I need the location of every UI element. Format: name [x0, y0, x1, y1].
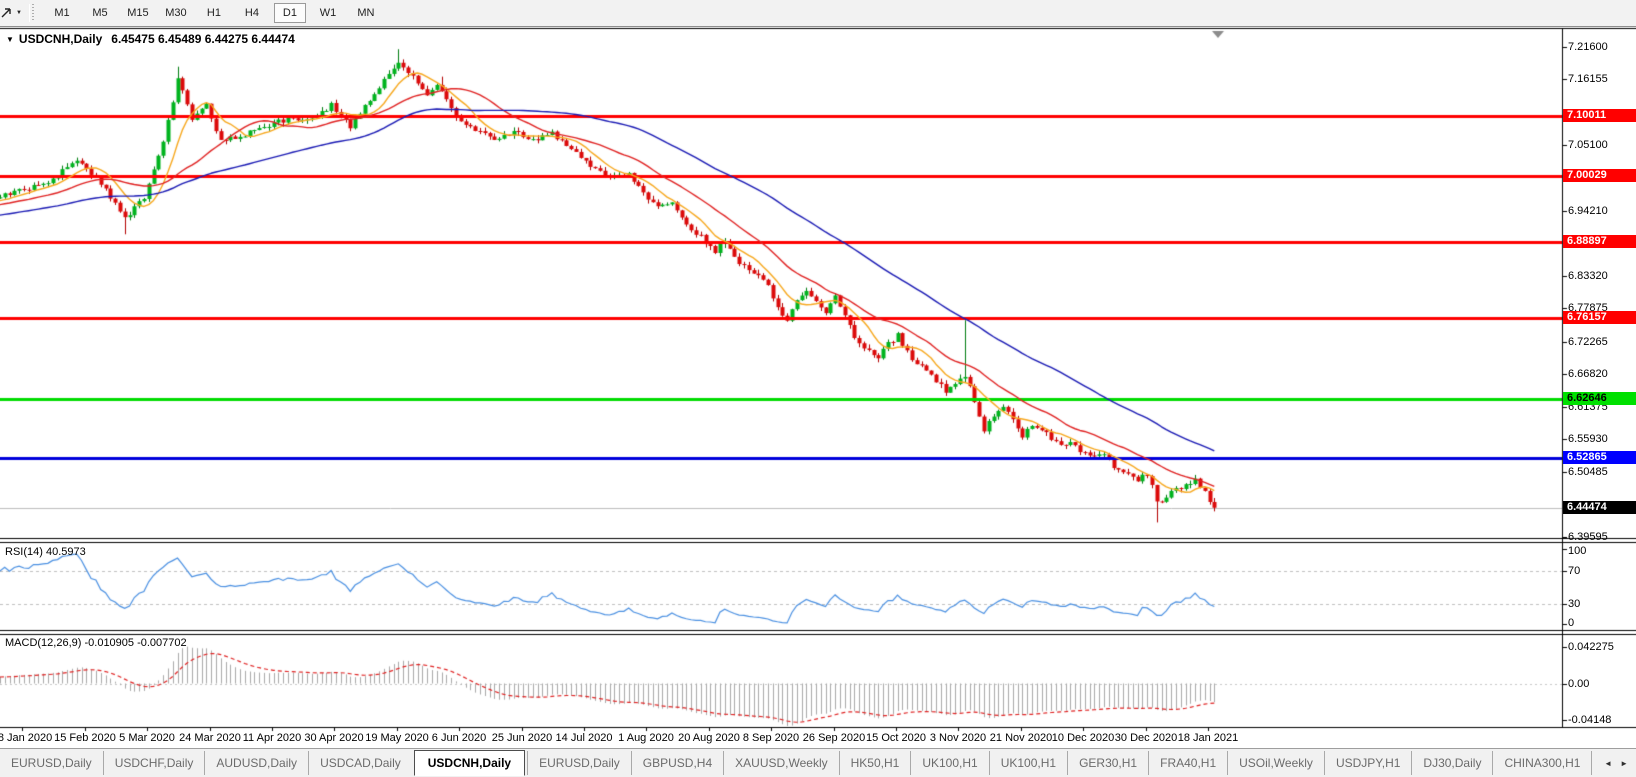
tab-china300-h1[interactable]: CHINA300,H1 [1492, 751, 1591, 775]
date-label-4: 11 Apr 2020 [242, 732, 302, 744]
rsi-axis-0: 0 [1568, 617, 1575, 629]
date-label-18: 30 Dec 2020 [1114, 732, 1178, 744]
timeframe-m15[interactable]: M15 [127, 7, 149, 19]
chart-ohlc-quote: 6.45475 6.45489 6.44275 6.44474 [111, 32, 295, 46]
dropdown-caret-icon: ▼ [16, 10, 22, 16]
date-label-12: 8 Sep 2020 [742, 732, 800, 744]
date-label-17: 10 Dec 2020 [1051, 732, 1115, 744]
tab-usoil-weekly[interactable]: USOil,Weekly [1227, 751, 1324, 775]
timeframe-d1[interactable]: D1 [273, 3, 306, 23]
chart-cursor-tool[interactable]: ▼ [0, 4, 25, 22]
macd-values: -0.010905 -0.007702 [84, 637, 187, 649]
tab-eurusd-daily[interactable]: EURUSD,Daily [11, 756, 92, 770]
date-label-16: 21 Nov 2020 [989, 732, 1053, 744]
price-tick-6.66820: 6.66820 [1568, 368, 1608, 380]
tab-gbpusd-h4[interactable]: GBPUSD,H4 [630, 751, 723, 775]
level-price-tag-6.52865: 6.52865 [1563, 451, 1636, 464]
chart-tabs-bar: EURUSD,Daily USDCHF,Daily AUDUSD,Daily USDC… [0, 748, 1636, 777]
rsi-axis-100: 100 [1568, 545, 1587, 557]
timeframe-w1[interactable]: W1 [319, 7, 337, 19]
level-price-tag-6.76157: 6.76157 [1563, 311, 1636, 324]
date-label-1: 15 Feb 2020 [54, 732, 116, 744]
tab-uk100-h1[interactable]: UK100,H1 [988, 751, 1067, 775]
date-label-19: 18 Jan 2021 [1177, 732, 1239, 744]
macd-label: MACD(12,26,9) -0.010905 -0.007702 [5, 637, 187, 649]
chart-title-caret-icon: ▼ [6, 35, 14, 44]
tab-uk100-h1[interactable]: UK100,H1 [910, 751, 988, 775]
level-price-tag-7.10011: 7.10011 [1563, 109, 1636, 122]
chart-tabs: EURUSD,Daily USDCHF,Daily AUDUSD,Daily USDC… [0, 749, 1596, 777]
level-price-tag-7.00029: 7.00029 [1563, 169, 1636, 182]
date-label-5: 30 Apr 2020 [304, 732, 364, 744]
timeframe-m30[interactable]: M30 [165, 7, 187, 19]
tab-usdcnh-daily[interactable]: USDCNH,Daily [413, 750, 526, 776]
price-tick-6.94210: 6.94210 [1568, 205, 1608, 217]
tab-scroll-left-icon[interactable]: ◄ [1604, 758, 1613, 768]
date-label-8: 25 Jun 2020 [491, 732, 553, 744]
timeframe-toolbar: M1 M5 M15 M30 H1 H4 D1 W1 MN [43, 3, 385, 23]
chart-title: ▼ USDCNH,Daily 6.45475 6.45489 6.44275 6.4… [6, 32, 295, 46]
chart-symbol-period: USDCNH,Daily [18, 32, 103, 46]
price-tick-6.55930: 6.55930 [1568, 433, 1608, 445]
timeframe-mn[interactable]: MN [357, 7, 375, 19]
tab-audusd-daily[interactable]: AUDUSD,Daily [204, 751, 308, 775]
price-tick-6.39595: 6.39595 [1568, 531, 1608, 543]
tab-usdchf-daily[interactable]: USDCHF,Daily [102, 751, 205, 775]
date-label-0: 28 Jan 2020 [0, 732, 53, 744]
tab-xauusd-weekly[interactable]: XAUUSD,Weekly [723, 751, 838, 775]
date-label-11: 20 Aug 2020 [678, 732, 740, 744]
macd-axis-0.042275: 0.042275 [1568, 641, 1614, 653]
tab-usdjpy-h1[interactable]: USDJPY,H1 [1323, 751, 1411, 775]
price-tick-6.50485: 6.50485 [1568, 466, 1608, 478]
macd-axis-0.00: 0.00 [1568, 678, 1590, 690]
toolbar: ▼ M1 M5 M15 M30 H1 H4 D1 W1 MN [0, 0, 1636, 27]
level-price-tag-6.88897: 6.88897 [1563, 235, 1636, 248]
tab-eurusd-daily[interactable]: EURUSD,Daily [527, 751, 631, 775]
timeframe-m1[interactable]: M1 [54, 7, 70, 19]
date-label-13: 26 Sep 2020 [802, 732, 866, 744]
tab-u[interactable]: U [1591, 751, 1596, 775]
toolbar-grip[interactable] [28, 4, 37, 22]
timeframe-m5[interactable]: M5 [92, 7, 108, 19]
timeframe-h4[interactable]: H4 [244, 7, 259, 19]
tab-hk50-h1[interactable]: HK50,H1 [838, 751, 911, 775]
date-label-10: 1 Aug 2020 [618, 732, 674, 744]
tab-ger30-h1[interactable]: GER30,H1 [1067, 751, 1148, 775]
macd-axis--0.04148: -0.04148 [1568, 714, 1612, 726]
price-tick-7.21600: 7.21600 [1568, 41, 1608, 53]
cursor-arrow-icon [1, 8, 11, 18]
price-tick-6.83320: 6.83320 [1568, 270, 1608, 282]
date-label-6: 19 May 2020 [365, 732, 429, 744]
date-label-2: 5 Mar 2020 [119, 732, 175, 744]
tab-scroll-arrows: ◄ ► [1596, 759, 1636, 768]
rsi-axis-70: 70 [1568, 565, 1581, 577]
macd-name: MACD(12,26,9) [5, 637, 82, 649]
current-price-tag: 6.44474 [1563, 501, 1636, 514]
price-tick-7.05100: 7.05100 [1568, 139, 1608, 151]
rsi-name: RSI(14) [5, 546, 43, 558]
tab-scroll-right-icon[interactable]: ► [1620, 758, 1628, 768]
date-label-9: 14 Jul 2020 [555, 732, 613, 744]
rsi-axis-30: 30 [1568, 598, 1581, 610]
tab-fra40-h1[interactable]: FRA40,H1 [1148, 751, 1227, 775]
rsi-label: RSI(14) 40.5973 [5, 546, 86, 558]
date-label-14: 15 Oct 2020 [866, 732, 926, 744]
level-price-tag-6.62646: 6.62646 [1563, 392, 1636, 405]
timeframe-h1[interactable]: H1 [206, 7, 221, 19]
date-label-3: 24 Mar 2020 [179, 732, 241, 744]
tab-usdcad-daily[interactable]: USDCAD,Daily [308, 751, 412, 775]
tab-dj30-daily[interactable]: DJ30,Daily [1411, 751, 1492, 775]
date-label-7: 6 Jun 2020 [431, 732, 487, 744]
price-tick-7.16155: 7.16155 [1568, 73, 1608, 85]
date-label-15: 3 Nov 2020 [929, 732, 987, 744]
rsi-value: 40.5973 [45, 546, 86, 558]
price-tick-6.72265: 6.72265 [1568, 336, 1608, 348]
